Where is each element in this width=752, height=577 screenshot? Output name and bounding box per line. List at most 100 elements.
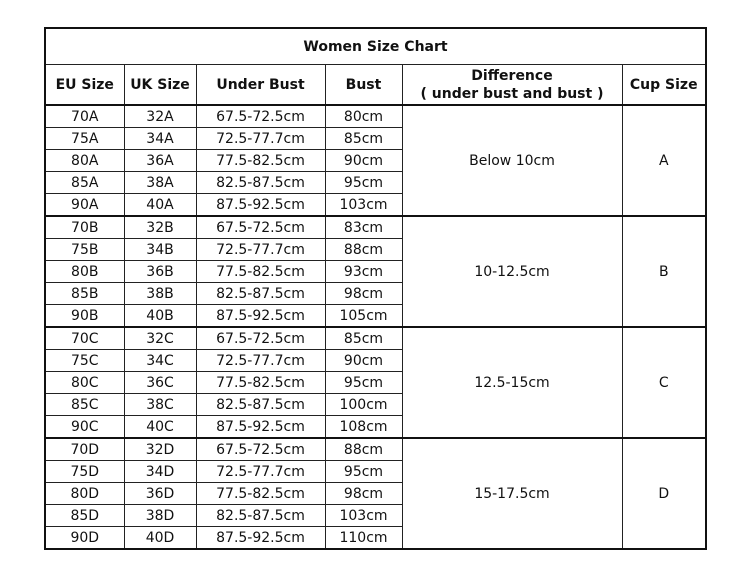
size-chart-table: Women Size Chart EU Size UK Size Under Bus… [44, 27, 707, 550]
cell-uk-size: 34B [123, 238, 197, 261]
cell-bust: 95cm [324, 371, 403, 394]
cell-difference: Below 10cm [401, 104, 623, 217]
header-difference: Difference ( under bust and bust ) [401, 64, 623, 106]
cell-bust: 103cm [324, 193, 403, 217]
cell-bust: 90cm [324, 349, 403, 372]
cell-eu-size: 85B [44, 282, 125, 305]
header-under-bust: Under Bust [195, 64, 326, 106]
cell-cup-size: A [621, 104, 707, 217]
cell-uk-size: 32A [123, 104, 197, 128]
cell-eu-size: 90B [44, 304, 125, 328]
table-row: 70B 32B 67.5-72.5cm 83cm 10-12.5cm B [44, 215, 707, 328]
cell-eu-size: 75C [44, 349, 125, 372]
cell-under-bust: 82.5-87.5cm [195, 282, 326, 305]
table-title: Women Size Chart [44, 27, 707, 65]
cell-bust: 95cm [324, 171, 403, 194]
cell-bust: 83cm [324, 215, 403, 239]
table-row: 80B 36B 77.5-82.5cm 93cm [44, 260, 706, 283]
header-uk-size: UK Size [123, 64, 197, 106]
cell-bust: 88cm [324, 437, 403, 461]
cell-under-bust: 67.5-72.5cm [195, 326, 326, 350]
cell-under-bust: 72.5-77.7cm [195, 460, 326, 483]
table-row: 70C 32C 67.5-72.5cm 85cm 12.5-15cm C [44, 326, 707, 439]
table-row: 75C 34C 72.5-77.7cm 90cm [44, 349, 706, 372]
cell-bust: 95cm [324, 460, 403, 483]
cell-eu-size: 90C [44, 415, 125, 439]
cell-uk-size: 36A [123, 149, 197, 172]
table-row: 70D 32D 67.5-72.5cm 88cm 15-17.5cm D [44, 437, 707, 550]
cell-bust: 98cm [324, 482, 403, 505]
cell-uk-size: 40B [123, 304, 197, 328]
table-row: 70A 32A 67.5-72.5cm 80cm Below 10cm A [44, 104, 707, 217]
cell-bust: 108cm [324, 415, 403, 439]
cell-uk-size: 38C [123, 393, 197, 416]
cell-under-bust: 87.5-92.5cm [195, 304, 326, 328]
cell-uk-size: 40D [123, 526, 197, 550]
cell-bust: 103cm [324, 504, 403, 527]
table-row: 85A 38A 82.5-87.5cm 95cm [44, 171, 706, 194]
cell-under-bust: 87.5-92.5cm [195, 193, 326, 217]
table-row: 75B 34B 72.5-77.7cm 88cm [44, 238, 706, 261]
cell-under-bust: 67.5-72.5cm [195, 437, 326, 461]
cell-bust: 100cm [324, 393, 403, 416]
cell-under-bust: 77.5-82.5cm [195, 371, 326, 394]
cell-eu-size: 75A [44, 127, 125, 150]
cell-eu-size: 85A [44, 171, 125, 194]
cell-uk-size: 32B [123, 215, 197, 239]
cell-eu-size: 70A [44, 104, 125, 128]
cell-eu-size: 70D [44, 437, 125, 461]
cell-under-bust: 67.5-72.5cm [195, 215, 326, 239]
cell-eu-size: 80C [44, 371, 125, 394]
cell-uk-size: 38B [123, 282, 197, 305]
cell-uk-size: 32C [123, 326, 197, 350]
cell-cup-size: C [621, 326, 707, 439]
cell-cup-size: D [621, 437, 707, 550]
cell-uk-size: 32D [123, 437, 197, 461]
cell-uk-size: 34D [123, 460, 197, 483]
cell-eu-size: 70B [44, 215, 125, 239]
cell-difference: 12.5-15cm [401, 326, 623, 439]
cell-bust: 88cm [324, 238, 403, 261]
cell-eu-size: 90D [44, 526, 125, 550]
cell-under-bust: 82.5-87.5cm [195, 171, 326, 194]
cell-under-bust: 82.5-87.5cm [195, 504, 326, 527]
cell-eu-size: 85C [44, 393, 125, 416]
table-row: 90A 40A 87.5-92.5cm 103cm [44, 193, 706, 217]
table-row: 90D 40D 87.5-92.5cm 110cm [44, 526, 706, 550]
cell-uk-size: 38D [123, 504, 197, 527]
cell-uk-size: 36C [123, 371, 197, 394]
cell-under-bust: 82.5-87.5cm [195, 393, 326, 416]
table-row: 85D 38D 82.5-87.5cm 103cm [44, 504, 706, 527]
table-row: 80D 36D 77.5-82.5cm 98cm [44, 482, 706, 505]
header-bust: Bust [324, 64, 403, 106]
cell-under-bust: 87.5-92.5cm [195, 415, 326, 439]
cell-under-bust: 77.5-82.5cm [195, 482, 326, 505]
header-cup-size: Cup Size [621, 64, 707, 106]
cell-bust: 105cm [324, 304, 403, 328]
cell-uk-size: 40A [123, 193, 197, 217]
cell-under-bust: 77.5-82.5cm [195, 149, 326, 172]
cell-eu-size: 90A [44, 193, 125, 217]
cell-under-bust: 72.5-77.7cm [195, 238, 326, 261]
cell-uk-size: 40C [123, 415, 197, 439]
cell-under-bust: 67.5-72.5cm [195, 104, 326, 128]
cell-bust: 110cm [324, 526, 403, 550]
cell-eu-size: 70C [44, 326, 125, 350]
cell-bust: 90cm [324, 149, 403, 172]
cell-uk-size: 38A [123, 171, 197, 194]
table-row: 85C 38C 82.5-87.5cm 100cm [44, 393, 706, 416]
cell-under-bust: 72.5-77.7cm [195, 127, 326, 150]
cell-eu-size: 75D [44, 460, 125, 483]
header-eu-size: EU Size [44, 64, 125, 106]
cell-under-bust: 72.5-77.7cm [195, 349, 326, 372]
cell-bust: 98cm [324, 282, 403, 305]
cell-under-bust: 77.5-82.5cm [195, 260, 326, 283]
cell-uk-size: 34C [123, 349, 197, 372]
table-row: 85B 38B 82.5-87.5cm 98cm [44, 282, 706, 305]
table-row: 80C 36C 77.5-82.5cm 95cm [44, 371, 706, 394]
cell-bust: 85cm [324, 326, 403, 350]
cell-eu-size: 80B [44, 260, 125, 283]
cell-eu-size: 80A [44, 149, 125, 172]
cell-uk-size: 34A [123, 127, 197, 150]
cell-uk-size: 36B [123, 260, 197, 283]
